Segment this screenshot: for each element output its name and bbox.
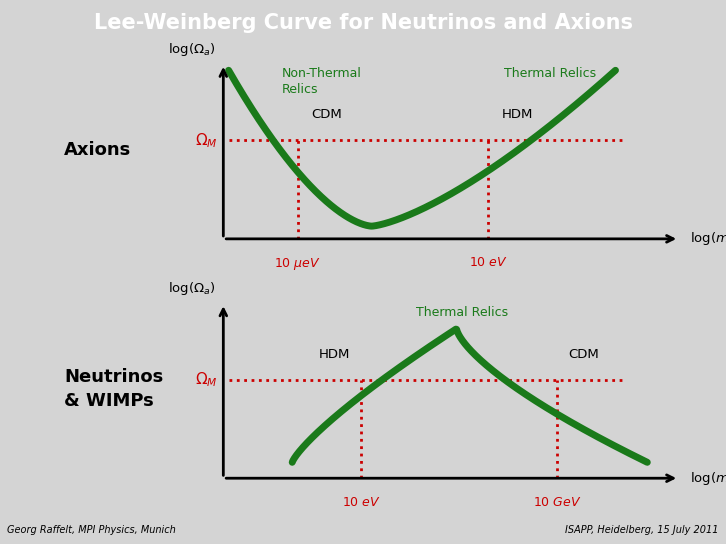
Text: HDM: HDM: [319, 348, 350, 361]
Text: $10\ eV$: $10\ eV$: [342, 496, 380, 509]
Text: Thermal Relics: Thermal Relics: [504, 67, 596, 80]
Text: Georg Raffelt, MPI Physics, Munich: Georg Raffelt, MPI Physics, Munich: [7, 526, 176, 535]
Text: $\Omega_M$: $\Omega_M$: [195, 370, 218, 389]
Text: Non-Thermal
Relics: Non-Thermal Relics: [282, 67, 362, 96]
Text: $10\ GeV$: $10\ GeV$: [533, 496, 582, 509]
Text: $\log(m_a)$: $\log(m_a)$: [690, 230, 726, 248]
Text: $\log(\Omega_a)$: $\log(\Omega_a)$: [168, 280, 216, 297]
Text: HDM: HDM: [502, 108, 533, 121]
Text: $\log(\Omega_a)$: $\log(\Omega_a)$: [168, 41, 216, 58]
Text: $\Omega_M$: $\Omega_M$: [195, 131, 218, 150]
Text: CDM: CDM: [311, 108, 341, 121]
Text: Neutrinos
& WIMPs: Neutrinos & WIMPs: [65, 368, 163, 410]
Text: $\log(m_\nu)$: $\log(m_\nu)$: [690, 469, 726, 487]
Text: Lee-Weinberg Curve for Neutrinos and Axions: Lee-Weinberg Curve for Neutrinos and Axi…: [94, 13, 632, 33]
Text: Axions: Axions: [65, 141, 131, 159]
Text: $10\ eV$: $10\ eV$: [469, 256, 507, 269]
Text: $10\ \mu eV$: $10\ \mu eV$: [274, 256, 321, 273]
Text: Thermal Relics: Thermal Relics: [416, 306, 508, 319]
Text: CDM: CDM: [568, 348, 598, 361]
Text: ISAPP, Heidelberg, 15 July 2011: ISAPP, Heidelberg, 15 July 2011: [566, 526, 719, 535]
